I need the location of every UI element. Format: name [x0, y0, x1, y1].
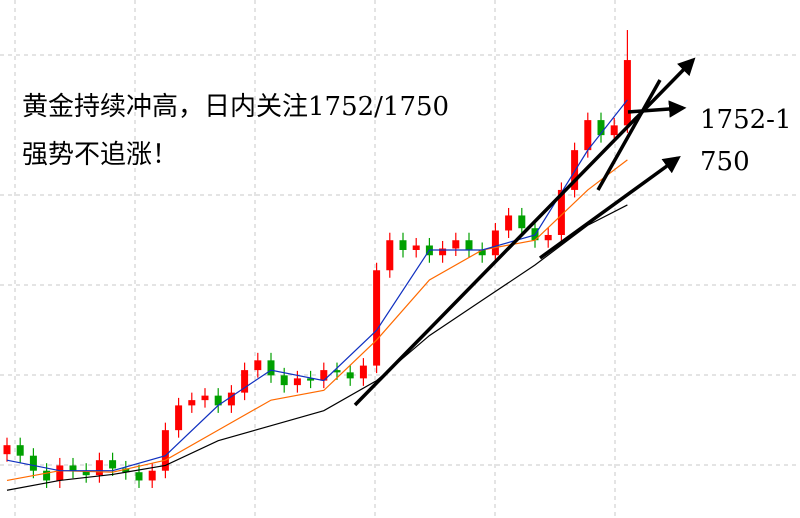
candle-body [227, 392, 235, 406]
arrow [353, 57, 696, 407]
candle-body [82, 470, 90, 476]
candle-body [56, 465, 64, 481]
candle-body [478, 249, 486, 256]
annotation: 1752-1 [700, 105, 792, 135]
candle-body [175, 405, 183, 431]
candle-body [584, 120, 592, 151]
candle-body [3, 445, 11, 455]
candle-body [161, 430, 169, 471]
candle-body [29, 455, 37, 471]
arrow [627, 100, 687, 118]
candle-body [439, 248, 447, 256]
candle-body [333, 370, 341, 373]
candle-body [571, 150, 579, 190]
candle-body [359, 365, 367, 379]
candle-body [69, 465, 77, 471]
candle-body [280, 375, 288, 386]
candle-body [293, 378, 301, 386]
annotation: 黄金持续冲高，日内关注1752/1750 [22, 92, 449, 122]
candle-body [214, 395, 222, 406]
candle-body [254, 360, 262, 371]
candle-body [597, 120, 605, 136]
candle-body [122, 468, 130, 473]
candle-body [412, 245, 420, 250]
candle-body [544, 234, 552, 241]
annotation: 750 [700, 147, 750, 177]
average-line [6, 204, 628, 491]
average-line [6, 99, 628, 472]
candle-body [241, 370, 249, 393]
candle-body [505, 215, 513, 231]
candle-body [386, 240, 394, 271]
candle-body [320, 370, 328, 381]
annotation: 强势不追涨！ [22, 140, 178, 170]
candle-body [307, 378, 315, 381]
candle-body [610, 125, 618, 136]
candle-body [491, 230, 499, 256]
candle-body [95, 460, 103, 476]
candle-body [452, 240, 460, 249]
candle-body [43, 470, 51, 481]
arrow [596, 79, 662, 191]
candle-body [373, 270, 381, 366]
candle-body [623, 60, 631, 126]
candle-body [518, 215, 526, 229]
candle-body [201, 395, 209, 401]
arrow [538, 155, 681, 260]
candle-body [16, 445, 24, 456]
candle-body [148, 470, 156, 481]
candle-body [188, 400, 196, 406]
plot [3, 30, 631, 491]
candle-body [465, 240, 473, 250]
candle-body [135, 472, 143, 481]
candle-body [109, 460, 117, 469]
candle-body [267, 360, 275, 376]
candle-body [346, 372, 354, 379]
candle-body [557, 189, 565, 235]
candle-body [399, 240, 407, 250]
average-line [6, 159, 628, 482]
